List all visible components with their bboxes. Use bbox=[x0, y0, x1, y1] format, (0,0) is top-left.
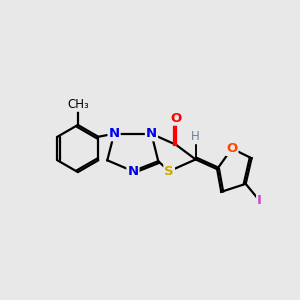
Text: N: N bbox=[128, 165, 139, 178]
Text: N: N bbox=[109, 127, 120, 140]
Text: N: N bbox=[146, 127, 157, 140]
Text: I: I bbox=[257, 194, 262, 207]
Text: CH₃: CH₃ bbox=[67, 98, 89, 111]
Text: S: S bbox=[164, 165, 174, 178]
Text: O: O bbox=[226, 142, 238, 155]
Text: O: O bbox=[170, 112, 182, 125]
Text: H: H bbox=[191, 130, 200, 143]
